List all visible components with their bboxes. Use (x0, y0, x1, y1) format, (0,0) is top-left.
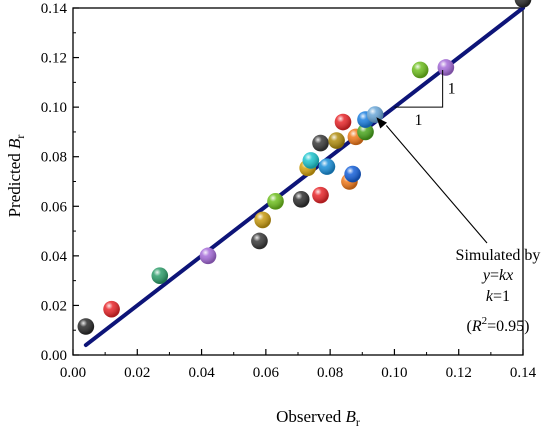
data-point (151, 267, 169, 284)
data-point (312, 186, 329, 204)
y-tick-label: 0.08 (41, 150, 67, 166)
data-point (514, 0, 532, 8)
annotation-line-1: Simulated by (456, 247, 541, 264)
data-point-shine (437, 59, 455, 76)
x-tick-label: 0.06 (253, 365, 280, 381)
data-point-shine (302, 152, 320, 169)
data-point-shine (77, 318, 95, 335)
data-point (103, 300, 120, 318)
slope-rise-label: 1 (448, 81, 456, 98)
data-point (334, 113, 352, 131)
data-point (254, 211, 271, 229)
data-point-shine (267, 193, 284, 210)
y-tick-label: 0.06 (41, 199, 68, 215)
fit-line-group (83, 6, 525, 348)
data-point (292, 191, 310, 208)
data-point (312, 134, 329, 152)
data-point-shine (103, 300, 120, 318)
data-point (199, 247, 217, 265)
data-point (251, 232, 268, 250)
data-points (77, 0, 532, 335)
data-point (318, 158, 336, 175)
x-tick-label: 0.12 (446, 365, 472, 381)
annotation-arrow-head (376, 117, 388, 129)
annotation-line-4: (R2=0.95) (467, 315, 530, 335)
data-point-shine (312, 186, 329, 204)
x-tick-label: 0.14 (510, 365, 537, 381)
data-point-shine (514, 0, 532, 8)
fit-line (83, 6, 525, 348)
data-point-shine (292, 191, 310, 208)
data-point-shine (366, 106, 384, 123)
data-point (437, 59, 455, 76)
annotation-line-2: y=kx (481, 267, 513, 284)
model-annotation: Simulated by y=kx k=1 (R2=0.95) (456, 247, 541, 335)
annotation-arrow-line (385, 125, 488, 244)
data-point (411, 61, 429, 79)
slope-run-label: 1 (415, 112, 423, 129)
data-point (77, 318, 95, 335)
x-tick-label: 0.00 (60, 365, 86, 381)
data-point-shine (199, 247, 217, 265)
y-tick-label: 0.00 (41, 348, 67, 364)
data-point (366, 106, 384, 123)
x-tick-label: 0.10 (381, 365, 407, 381)
data-point-shine (357, 123, 374, 141)
data-point-shine (344, 165, 361, 183)
data-point-shine (151, 267, 169, 284)
data-point (357, 123, 374, 141)
axis-ticks: 0.00 0.02 0.04 0.06 0.08 0.10 0.12 0.14 0.00 0.02… (41, 1, 537, 381)
data-point-shine (251, 232, 268, 250)
y-tick-label: 0.10 (41, 100, 67, 116)
data-point-shine (328, 132, 345, 149)
y-tick-label: 0.04 (41, 249, 68, 265)
data-point-shine (254, 211, 271, 229)
annotation-line-3: k=1 (486, 288, 510, 305)
data-point (302, 152, 320, 169)
data-point-shine (334, 113, 352, 131)
x-tick-label: 0.04 (188, 365, 215, 381)
slope-triangle: 11 (376, 69, 488, 244)
y-axis-label: Predicted Br (5, 135, 27, 218)
slope-triangle-legs (394, 69, 444, 108)
data-point (267, 193, 284, 210)
x-axis-label: Observed Br (276, 407, 360, 429)
data-point-shine (318, 158, 336, 175)
y-tick-label: 0.02 (41, 298, 67, 314)
y-tick-label: 0.12 (41, 51, 67, 67)
data-point (344, 165, 361, 183)
data-point-shine (411, 61, 429, 79)
data-point-shine (312, 134, 329, 152)
x-tick-label: 0.02 (124, 365, 150, 381)
data-point (328, 132, 345, 149)
x-tick-label: 0.08 (317, 365, 343, 381)
y-tick-label: 0.14 (41, 1, 68, 17)
